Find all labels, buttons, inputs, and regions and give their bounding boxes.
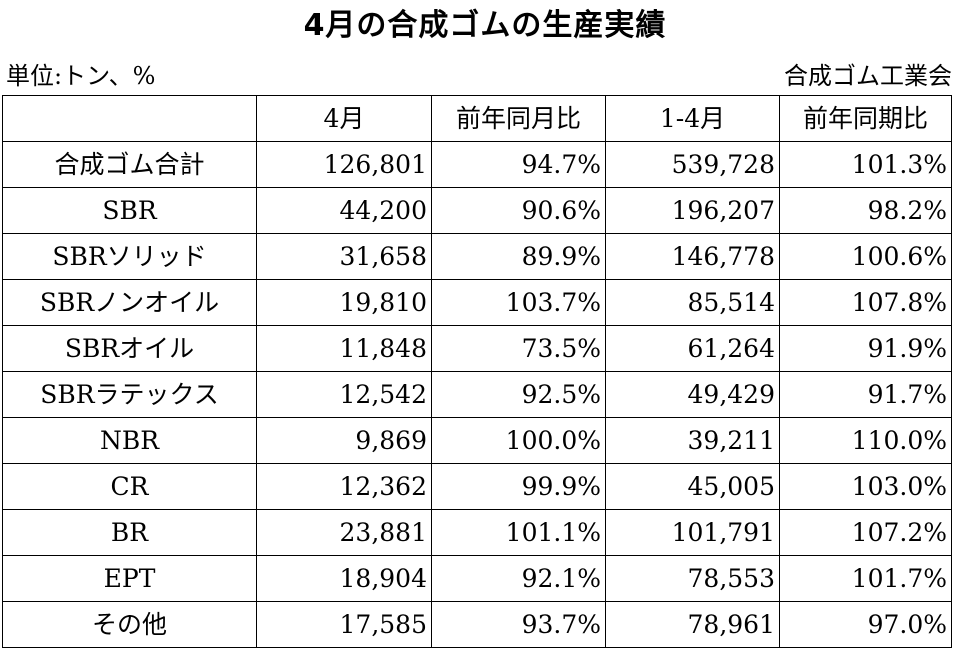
table-row: BR 23,881 101.1% 101,791 107.2% [2,509,952,556]
april-volume-cell: 44,200 [256,187,432,234]
yoy-period-ratio-cell: 101.7% [779,555,952,602]
yoy-month-ratio-cell: 93.7% [431,601,606,648]
yoy-period-ratio-cell: 101.3% [779,141,952,188]
yoy-month-ratio-cell: 73.5% [431,325,606,372]
table-row: SBRソリッド 31,658 89.9% 146,778 100.6% [2,233,952,280]
jan-apr-volume-cell: 45,005 [605,463,780,510]
yoy-period-ratio-cell: 91.9% [779,325,952,372]
table-header: 4月 前年同月比 1-4月 前年同期比 [2,95,952,142]
item-name-cell: SBRオイル [2,325,257,372]
header-yoy-period: 前年同期比 [779,95,952,142]
jan-apr-volume-cell: 61,264 [605,325,780,372]
april-volume-cell: 12,362 [256,463,432,510]
april-volume-cell: 9,869 [256,417,432,464]
yoy-period-ratio-cell: 110.0% [779,417,952,464]
yoy-period-ratio-cell: 107.8% [779,279,952,326]
yoy-period-ratio-cell: 107.2% [779,509,952,556]
header-jan-apr: 1-4月 [605,95,780,142]
yoy-month-ratio-cell: 94.7% [431,141,606,188]
item-name-cell: EPT [2,555,257,602]
jan-apr-volume-cell: 49,429 [605,371,780,418]
yoy-month-ratio-cell: 89.9% [431,233,606,280]
jan-apr-volume-cell: 78,961 [605,601,780,648]
table-row: EPT 18,904 92.1% 78,553 101.7% [2,555,952,602]
item-name-cell: CR [2,463,257,510]
table-row: その他 17,585 93.7% 78,961 97.0% [2,601,952,648]
yoy-period-ratio-cell: 103.0% [779,463,952,510]
yoy-month-ratio-cell: 92.5% [431,371,606,418]
april-volume-cell: 18,904 [256,555,432,602]
item-name-cell: SBR [2,187,257,234]
item-name-cell: SBRソリッド [2,233,257,280]
item-name-cell: SBRラテックス [2,371,257,418]
april-volume-cell: 126,801 [256,141,432,188]
table-row: SBRオイル 11,848 73.5% 61,264 91.9% [2,325,952,372]
header-yoy-month: 前年同月比 [431,95,606,142]
table-body: 合成ゴム合計 126,801 94.7% 539,728 101.3% SBR 44,200… [2,141,952,648]
page-title: 4月の合成ゴムの生産実績 [303,8,667,43]
jan-apr-volume-cell: 539,728 [605,141,780,188]
table-row: NBR 9,869 100.0% 39,211 110.0% [2,417,952,464]
yoy-month-ratio-cell: 92.1% [431,555,606,602]
april-volume-cell: 12,542 [256,371,432,418]
item-name-cell: SBRノンオイル [2,279,257,326]
unit-label: 単位:トン、% [6,62,156,90]
table-row: 合成ゴム合計 126,801 94.7% 539,728 101.3% [2,141,952,188]
table-row: SBR 44,200 90.6% 196,207 98.2% [2,187,952,234]
yoy-month-ratio-cell: 103.7% [431,279,606,326]
yoy-month-ratio-cell: 101.1% [431,509,606,556]
item-name-cell: その他 [2,601,257,648]
production-table: 4月 前年同月比 1-4月 前年同期比 合成ゴム合計 126,801 94.7% 53… [2,95,952,648]
table-row: SBRノンオイル 19,810 103.7% 85,514 107.8% [2,279,952,326]
jan-apr-volume-cell: 39,211 [605,417,780,464]
jan-apr-volume-cell: 196,207 [605,187,780,234]
april-volume-cell: 23,881 [256,509,432,556]
header-row: 4月 前年同月比 1-4月 前年同期比 [2,95,952,142]
jan-apr-volume-cell: 85,514 [605,279,780,326]
yoy-month-ratio-cell: 99.9% [431,463,606,510]
yoy-month-ratio-cell: 100.0% [431,417,606,464]
yoy-period-ratio-cell: 91.7% [779,371,952,418]
jan-apr-volume-cell: 146,778 [605,233,780,280]
table-row: CR 12,362 99.9% 45,005 103.0% [2,463,952,510]
table-row: SBRラテックス 12,542 92.5% 49,429 91.7% [2,371,952,418]
april-volume-cell: 11,848 [256,325,432,372]
jan-apr-volume-cell: 101,791 [605,509,780,556]
item-name-cell: BR [2,509,257,556]
source-label: 合成ゴム工業会 [784,62,952,90]
april-volume-cell: 31,658 [256,233,432,280]
april-volume-cell: 17,585 [256,601,432,648]
header-item [2,95,257,142]
header-april: 4月 [256,95,432,142]
jan-apr-volume-cell: 78,553 [605,555,780,602]
yoy-period-ratio-cell: 98.2% [779,187,952,234]
item-name-cell: NBR [2,417,257,464]
yoy-month-ratio-cell: 90.6% [431,187,606,234]
yoy-period-ratio-cell: 100.6% [779,233,952,280]
yoy-period-ratio-cell: 97.0% [779,601,952,648]
april-volume-cell: 19,810 [256,279,432,326]
item-name-cell: 合成ゴム合計 [2,141,257,188]
